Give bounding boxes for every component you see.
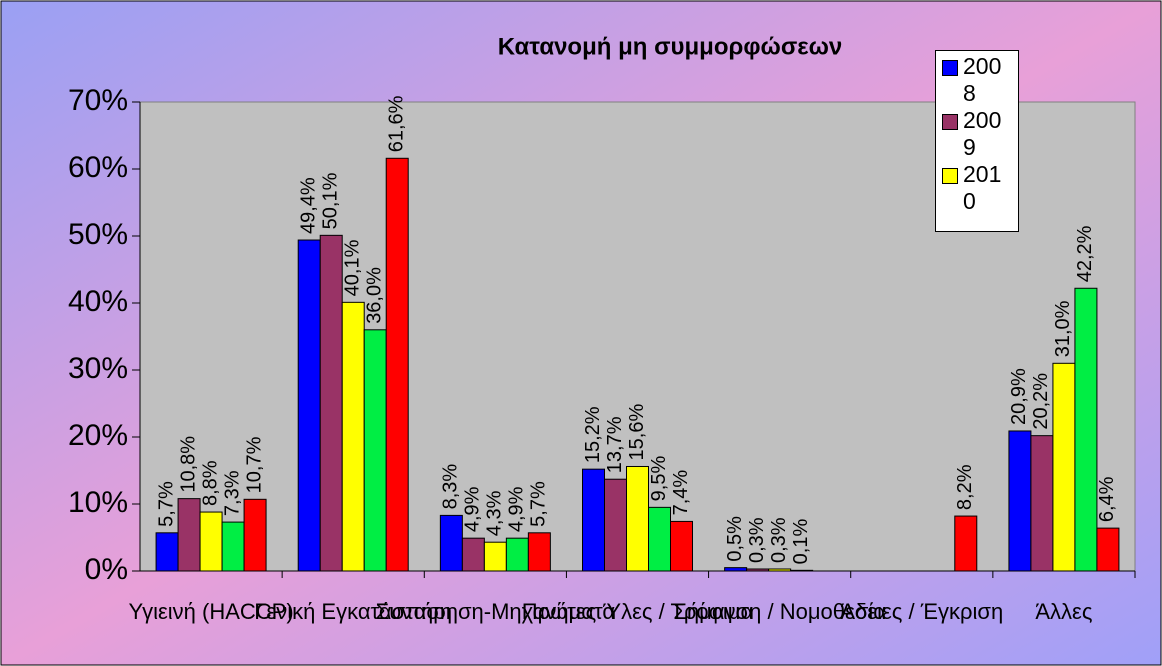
bar — [483, 541, 507, 572]
y-tick-label: 30% — [68, 352, 128, 385]
y-tick-label: 0% — [85, 553, 128, 586]
bar — [724, 567, 748, 572]
value-label: 0,3% — [768, 517, 790, 563]
bar — [363, 329, 387, 572]
value-label: 4,3% — [484, 490, 506, 536]
chart-title: Κατανομή μη συμμορφώσεων — [498, 33, 843, 60]
value-label: 5,7% — [528, 481, 550, 527]
bar — [954, 515, 978, 572]
bar — [1096, 527, 1120, 572]
value-label: 8,8% — [199, 460, 221, 506]
legend-label: 2008 — [963, 53, 1002, 106]
value-label: 20,9% — [1008, 368, 1030, 425]
value-label: 9,5% — [648, 456, 670, 502]
value-label: 4,9% — [506, 486, 528, 532]
legend-entry: 2008 — [942, 53, 1018, 107]
value-label: 5,7% — [155, 481, 177, 527]
value-label: 15,6% — [626, 404, 648, 461]
x-tick-label: Υγιεινή (HACCP) — [128, 599, 293, 624]
bar — [582, 468, 605, 572]
value-label: 15,2% — [582, 406, 604, 463]
bar — [790, 569, 814, 572]
bar — [243, 498, 267, 572]
x-tick-label: Άδειες / Έγκριση — [840, 599, 1003, 624]
bar — [768, 568, 792, 572]
y-tick-label: 20% — [68, 419, 128, 452]
legend-entry: 2009 — [942, 107, 1018, 161]
legend-label: 2009 — [963, 107, 1002, 160]
bar — [385, 157, 409, 572]
value-label: 13,7% — [604, 416, 626, 473]
bar — [297, 239, 321, 572]
x-tick-label: Άλλες — [1035, 599, 1092, 624]
value-label: 10,8% — [177, 436, 199, 493]
value-label: 0,3% — [746, 517, 768, 563]
legend-swatch — [942, 168, 958, 184]
bar — [221, 521, 245, 572]
value-label: 36,0% — [363, 267, 385, 324]
bar — [1052, 362, 1076, 572]
bar — [670, 520, 693, 572]
bar — [505, 537, 529, 572]
value-label: 31,0% — [1052, 300, 1074, 357]
bar — [1074, 287, 1098, 572]
x-tick-label: Σήμανση / Νομοθεσία — [673, 599, 886, 624]
y-tick-label: 70% — [68, 84, 128, 117]
bar — [199, 511, 223, 572]
value-label: 20,2% — [1030, 373, 1052, 430]
y-tick-label: 50% — [68, 218, 128, 251]
value-label: 40,1% — [341, 239, 363, 296]
value-label: 4,9% — [462, 486, 484, 532]
bar — [155, 532, 179, 572]
value-label: 7,4% — [670, 470, 692, 516]
x-tick-label: Γενική Εγκατάσταση — [254, 599, 452, 624]
bar — [604, 478, 627, 572]
value-label: 6,4% — [1096, 476, 1118, 522]
legend-swatch — [942, 60, 958, 76]
x-tick-label: Πρώτες Ύλες / Τρόφιμα — [522, 599, 754, 624]
legend-label: 2010 — [963, 161, 1002, 214]
bar — [626, 465, 649, 572]
legend: 2008 2009 2010 — [935, 50, 1019, 232]
x-tick-label: Συντήρηση-Μηχανήματα — [376, 599, 616, 624]
legend-swatch — [942, 114, 958, 130]
value-label: 61,6% — [385, 95, 407, 152]
legend-entry: 2010 — [942, 161, 1018, 215]
value-label: 7,3% — [221, 470, 243, 516]
bar — [341, 301, 365, 572]
bar — [1008, 430, 1032, 572]
bar — [746, 568, 770, 572]
value-label: 0,5% — [724, 516, 746, 562]
bar — [527, 532, 551, 572]
value-label: 8,2% — [954, 464, 976, 510]
value-label: 8,3% — [440, 464, 462, 510]
value-label: 49,4% — [297, 177, 319, 234]
value-label: 50,1% — [319, 172, 341, 229]
y-tick-label: 10% — [68, 486, 128, 519]
bar — [461, 537, 485, 572]
bar — [1030, 435, 1054, 572]
y-tick-label: 40% — [68, 285, 128, 318]
bar — [439, 514, 463, 572]
bar — [648, 506, 671, 572]
y-tick-label: 60% — [68, 151, 128, 184]
bar — [177, 498, 201, 572]
value-label: 10,7% — [243, 436, 265, 493]
value-label: 42,2% — [1074, 225, 1096, 282]
bar — [319, 234, 343, 572]
value-label: 0,1% — [790, 519, 812, 565]
